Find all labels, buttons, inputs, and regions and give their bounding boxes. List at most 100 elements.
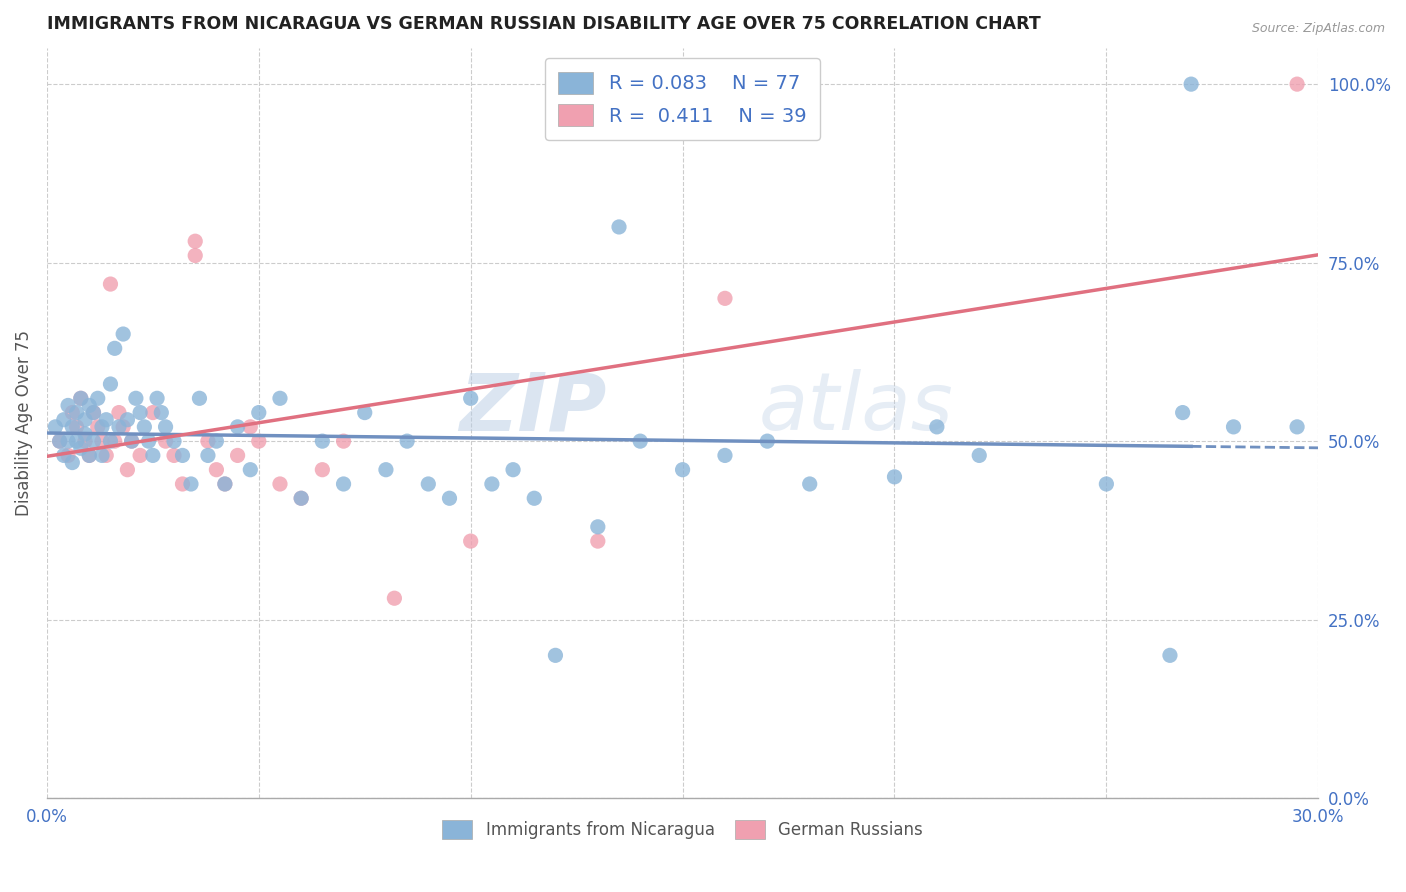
Point: [129, 449, 152, 463]
Point: [205, 434, 228, 449]
Point: [311, 463, 333, 477]
Point: [83, 434, 105, 449]
Point: [205, 463, 228, 477]
Point: [172, 477, 194, 491]
Point: [197, 449, 219, 463]
Point: [125, 392, 148, 406]
Point: [56, 434, 79, 449]
Point: [60, 456, 83, 470]
Point: [155, 434, 177, 449]
Point: [269, 392, 291, 406]
Point: [104, 434, 127, 449]
Point: [197, 434, 219, 449]
Point: [226, 449, 249, 463]
Y-axis label: Disability Age Over 75: Disability Age Over 75: [15, 330, 32, 516]
Point: [756, 434, 779, 449]
Point: [69, 392, 91, 406]
Point: [104, 341, 127, 355]
Point: [56, 449, 79, 463]
Point: [142, 449, 165, 463]
Legend: Immigrants from Nicaragua, German Russians: Immigrants from Nicaragua, German Russia…: [436, 814, 929, 846]
Point: [73, 434, 96, 449]
Point: [65, 406, 87, 420]
Point: [883, 470, 905, 484]
Point: [48, 434, 70, 449]
Point: [607, 219, 630, 234]
Point: [91, 434, 114, 449]
Point: [544, 648, 567, 663]
Point: [87, 420, 110, 434]
Point: [967, 449, 990, 463]
Point: [83, 406, 105, 420]
Point: [184, 248, 207, 262]
Point: [77, 449, 100, 463]
Point: [1286, 77, 1309, 91]
Point: [247, 434, 270, 449]
Point: [418, 477, 440, 491]
Point: [671, 463, 693, 477]
Point: [56, 399, 79, 413]
Text: atlas: atlas: [759, 369, 953, 447]
Point: [91, 449, 114, 463]
Point: [396, 434, 419, 449]
Point: [73, 427, 96, 442]
Point: [714, 291, 737, 305]
Point: [523, 491, 546, 506]
Point: [44, 420, 66, 434]
Point: [460, 392, 482, 406]
Point: [214, 477, 236, 491]
Point: [121, 434, 143, 449]
Point: [100, 434, 122, 449]
Point: [586, 534, 609, 549]
Point: [117, 463, 139, 477]
Point: [180, 477, 202, 491]
Point: [112, 420, 135, 434]
Point: [65, 420, 87, 434]
Point: [481, 477, 503, 491]
Point: [69, 392, 91, 406]
Point: [239, 420, 262, 434]
Point: [96, 449, 118, 463]
Point: [163, 434, 186, 449]
Point: [150, 406, 173, 420]
Point: [184, 234, 207, 248]
Point: [628, 434, 651, 449]
Point: [188, 392, 211, 406]
Point: [214, 477, 236, 491]
Point: [60, 406, 83, 420]
Point: [48, 434, 70, 449]
Point: [332, 477, 354, 491]
Point: [52, 449, 75, 463]
Point: [1159, 648, 1181, 663]
Point: [87, 392, 110, 406]
Point: [134, 420, 156, 434]
Point: [290, 491, 312, 506]
Text: ZIP: ZIP: [458, 369, 606, 447]
Point: [332, 434, 354, 449]
Point: [439, 491, 461, 506]
Point: [502, 463, 524, 477]
Point: [138, 434, 160, 449]
Point: [60, 420, 83, 434]
Point: [163, 449, 186, 463]
Text: Source: ZipAtlas.com: Source: ZipAtlas.com: [1251, 22, 1385, 36]
Point: [121, 434, 143, 449]
Point: [73, 413, 96, 427]
Point: [925, 420, 948, 434]
Point: [172, 449, 194, 463]
Point: [83, 406, 105, 420]
Point: [586, 520, 609, 534]
Point: [384, 591, 406, 606]
Point: [1180, 77, 1202, 91]
Point: [96, 413, 118, 427]
Point: [65, 434, 87, 449]
Point: [100, 277, 122, 291]
Point: [290, 491, 312, 506]
Point: [52, 413, 75, 427]
Point: [77, 449, 100, 463]
Point: [108, 420, 131, 434]
Point: [799, 477, 821, 491]
Point: [117, 413, 139, 427]
Text: IMMIGRANTS FROM NICARAGUA VS GERMAN RUSSIAN DISABILITY AGE OVER 75 CORRELATION C: IMMIGRANTS FROM NICARAGUA VS GERMAN RUSS…: [46, 15, 1040, 33]
Point: [239, 463, 262, 477]
